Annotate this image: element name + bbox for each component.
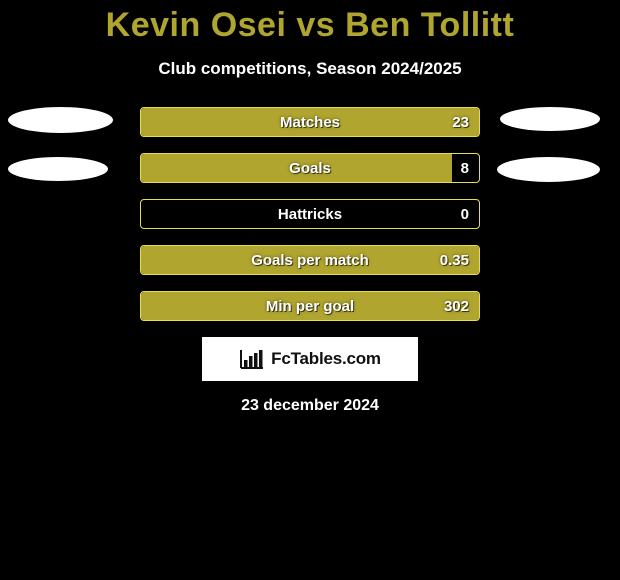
- comparison-stage: Matches 23 Goals 8 Hattricks 0 Goals per…: [0, 107, 620, 415]
- stat-fill: [141, 246, 479, 274]
- left-photo-placeholder-2: [8, 157, 108, 181]
- stat-row: Goals per match 0.35: [140, 245, 480, 275]
- subtitle: Club competitions, Season 2024/2025: [0, 59, 620, 79]
- left-photo-placeholder-1: [8, 107, 113, 133]
- right-photo-placeholder-2: [497, 157, 600, 182]
- stat-fill: [141, 292, 479, 320]
- stats-bars: Matches 23 Goals 8 Hattricks 0 Goals per…: [140, 107, 480, 321]
- date-text: 23 december 2024: [0, 397, 620, 415]
- right-photo-placeholder-1: [500, 107, 600, 131]
- brand-badge[interactable]: FcTables.com: [202, 337, 418, 381]
- page-title: Kevin Osei vs Ben Tollitt: [0, 0, 620, 45]
- stat-value: 302: [444, 292, 469, 320]
- stat-label: Hattricks: [141, 200, 479, 228]
- stat-value: 8: [461, 154, 469, 182]
- stat-value: 23: [452, 108, 469, 136]
- bar-chart-icon: [239, 348, 265, 370]
- stat-value: 0.35: [440, 246, 469, 274]
- stat-fill: [141, 154, 452, 182]
- stat-row: Matches 23: [140, 107, 480, 137]
- stat-row: Goals 8: [140, 153, 480, 183]
- stat-row: Hattricks 0: [140, 199, 480, 229]
- stat-value: 0: [461, 200, 469, 228]
- stat-fill: [141, 108, 479, 136]
- stat-row: Min per goal 302: [140, 291, 480, 321]
- brand-text: FcTables.com: [271, 349, 381, 369]
